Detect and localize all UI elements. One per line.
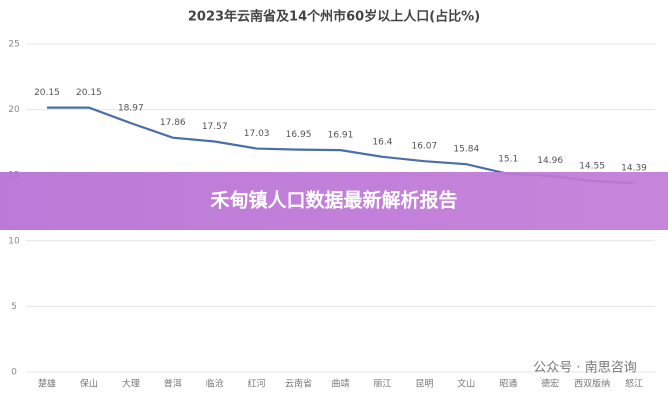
data-label: 17.86	[160, 118, 186, 128]
data-label: 16.95	[286, 130, 312, 140]
x-tick-label: 曲靖	[331, 378, 349, 390]
data-label: 20.15	[34, 88, 60, 98]
x-tick-label: 云南省	[285, 378, 312, 390]
data-label: 17.57	[202, 122, 228, 132]
x-tick-label: 怒江	[625, 378, 643, 390]
y-tick-label: 20	[8, 105, 20, 115]
x-tick-label: 文山	[457, 378, 475, 390]
y-tick-label: 5	[11, 302, 17, 312]
x-tick-label: 临沧	[206, 378, 224, 390]
data-label: 20.15	[76, 88, 102, 98]
data-label: 16.07	[411, 142, 437, 152]
data-label: 14.39	[621, 164, 647, 174]
x-tick-label: 普洱	[164, 378, 182, 390]
x-tick-label: 昆明	[415, 379, 433, 390]
data-label: 16.4	[372, 137, 392, 147]
x-tick-label: 西双版纳	[574, 378, 610, 390]
x-tick-label: 丽江	[373, 379, 391, 390]
x-tick-label: 德宏	[541, 378, 559, 390]
x-tick-label: 大理	[122, 378, 140, 390]
data-label: 18.97	[118, 104, 144, 114]
data-label: 16.91	[328, 131, 354, 141]
data-label: 15.1	[498, 154, 518, 164]
y-tick-label: 0	[11, 368, 17, 378]
y-tick-label: 25	[8, 40, 19, 50]
x-tick-label: 楚雄	[38, 378, 56, 390]
watermark: 公众号 · 南思咨询	[533, 360, 636, 376]
plot: 0510152025楚雄保山大理普洱临沧红河云南省曲靖丽江昆明文山昭通德宏西双版…	[8, 40, 655, 390]
chart-title: 2023年云南省及14个州市60岁以上人口(占比%)	[188, 9, 480, 25]
data-label: 15.84	[453, 145, 479, 155]
data-label: 14.55	[579, 162, 605, 172]
banner-text: 禾甸镇人口数据最新解析报告	[210, 189, 457, 212]
x-tick-label: 红河	[248, 378, 266, 390]
data-label: 17.03	[244, 129, 270, 139]
x-tick-label: 保山	[80, 378, 98, 390]
x-tick-label: 昭通	[499, 379, 517, 390]
banner	[0, 172, 668, 230]
data-label: 14.96	[537, 156, 563, 166]
y-tick-label: 10	[8, 236, 20, 246]
